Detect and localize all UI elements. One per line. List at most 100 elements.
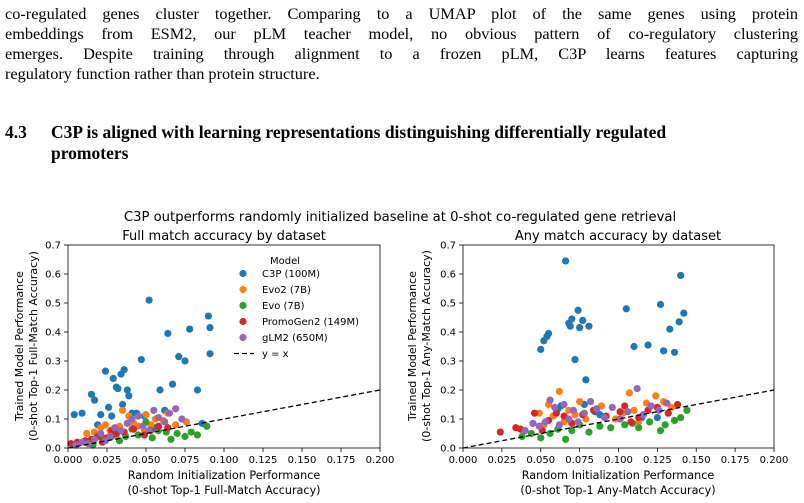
scatter-point (633, 384, 641, 393)
scatter-point (541, 418, 550, 426)
scatter-point (150, 406, 158, 414)
scatter-point (607, 424, 615, 432)
scatter-point (656, 300, 665, 309)
scatter-point (585, 428, 593, 436)
x-tick-label: 0.025 (488, 455, 517, 466)
scatter-point (119, 406, 127, 414)
scatter-point (666, 325, 674, 333)
scatter-point (203, 422, 211, 430)
scatter-point (576, 398, 584, 406)
x-tick-label: 0.050 (526, 455, 555, 466)
y-tick-label: 0.3 (440, 357, 456, 368)
y-tick-label: 0.2 (440, 386, 456, 397)
scatter-point (101, 421, 110, 429)
scatter-point (154, 413, 163, 422)
chart-title: Full match accuracy by dataset (122, 229, 326, 244)
x-tick-label: 0.200 (366, 455, 395, 466)
scatter-point (125, 392, 133, 400)
x-tick-label: 0.150 (682, 455, 711, 466)
scatter-point (555, 421, 564, 429)
section-title: C3P is aligned with learning representat… (51, 122, 791, 164)
scatter-point (621, 402, 629, 410)
scatter-point (664, 409, 672, 417)
y-tick-label: 0.6 (440, 270, 456, 281)
y-tick-label: 0.4 (440, 328, 456, 339)
scatter-point (529, 419, 537, 427)
scatter-point (555, 387, 564, 396)
scatter-point (663, 399, 671, 407)
scatter-point (562, 435, 570, 443)
scatter-point (616, 408, 624, 416)
section-title-line: C3P is aligned with learning representat… (51, 122, 667, 142)
scatter-point (206, 324, 214, 332)
x-tick-label: 0.150 (288, 455, 317, 466)
x-axis-label-sub: (0-shot Top-1 Full-Match Accuracy) (127, 484, 320, 497)
x-tick-label: 0.000 (54, 455, 83, 466)
scatter-point (83, 429, 91, 438)
scatter-point (656, 427, 665, 435)
section-title-line: promoters (51, 143, 129, 163)
scatter-point (206, 350, 214, 358)
scatter-point (101, 367, 110, 375)
scatter-point (600, 413, 609, 422)
scatter-point (569, 406, 578, 414)
y-tick-label: 0.0 (440, 444, 456, 455)
scatter-point (90, 396, 99, 404)
scatter-point (647, 402, 655, 410)
y-tick-label: 0.7 (440, 241, 456, 252)
y-tick-label: 0.3 (45, 357, 61, 368)
scatter-point (156, 386, 164, 394)
legend-marker (239, 301, 247, 310)
chart-legend: Model C3P (100M) Evo2 (7B) Evo (7B) PromoGe… (234, 256, 359, 360)
legend-marker (239, 285, 247, 294)
scatter-point (677, 271, 685, 280)
section-number: 4.3 (5, 122, 27, 142)
x-tick-label: 0.100 (210, 455, 239, 466)
scatter-point (646, 418, 654, 426)
scatter-point (70, 411, 78, 419)
scatter-point (187, 428, 195, 436)
scatter-point (574, 306, 582, 314)
scatter-point (630, 342, 638, 351)
scatter-point (204, 312, 212, 320)
scatter-point (106, 432, 114, 440)
legend-title: Model (270, 256, 300, 267)
scatter-point (117, 427, 125, 435)
legend-label: Evo2 (7B) (262, 285, 311, 296)
x-axis-label: Random Initialization Performance (128, 469, 321, 482)
scatter-point (673, 400, 682, 409)
legend-label: C3P (100M) (262, 269, 320, 280)
scatter-point (683, 406, 691, 414)
series-group (537, 257, 688, 422)
x-tick-label: 0.175 (327, 455, 356, 466)
scatter-point (139, 422, 147, 430)
chart-full-match: Full match accuracy by dataset Random In… (13, 229, 394, 497)
scatter-point (537, 345, 545, 353)
chart-any-match: Any match accuracy by dataset Random Ini… (406, 229, 788, 497)
scatter-point (622, 305, 630, 313)
scatter-point (530, 409, 539, 417)
plot-frame (67, 244, 381, 449)
scatter-point (537, 434, 545, 442)
scatter-point (552, 409, 560, 417)
scatter-point (172, 405, 180, 413)
scatter-point (574, 418, 582, 426)
scatter-point (167, 435, 175, 443)
x-tick-label: 0.125 (249, 455, 278, 466)
scatter-point (566, 322, 574, 330)
scatter-point (142, 411, 150, 419)
scatter-point (616, 415, 624, 423)
scatter-point (140, 431, 149, 439)
y-tick-label: 0.2 (45, 386, 61, 397)
scatter-point (653, 413, 661, 422)
y-tick-label: 0.6 (45, 270, 61, 281)
scatter-point (90, 435, 99, 443)
scatter-point (593, 405, 601, 413)
y-tick-label: 0.5 (45, 299, 61, 310)
x-tick-label: 0.075 (565, 455, 594, 466)
legend-marker (239, 317, 247, 326)
scatter-point (544, 329, 553, 338)
scatter-point (655, 406, 663, 414)
scatter-point (78, 409, 86, 417)
scatter-point (181, 432, 189, 440)
